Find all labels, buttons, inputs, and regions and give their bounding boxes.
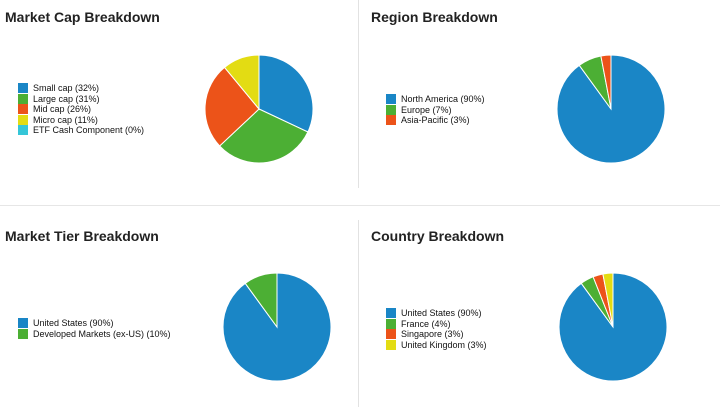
legend-swatch: [386, 104, 396, 115]
legend-swatch: [18, 83, 28, 94]
legend: United States (90%) Developed Markets (ex…: [18, 318, 171, 339]
pie-slice-asia-pacific: [600, 54, 612, 110]
legend-item-united-kingdom: United Kingdom (3%): [386, 340, 487, 351]
legend-item-north-america: North America (90%): [386, 94, 485, 105]
legend-label: Small cap (32%): [33, 83, 100, 93]
legend-item-france: France (4%): [386, 319, 487, 330]
legend-item-united-states: United States (90%): [18, 318, 171, 329]
legend: United States (90%) France (4%) Singapore …: [386, 308, 487, 350]
pie-slice-small-cap: [258, 54, 314, 133]
market-tier-panel: Market Tier Breakdown United States (90%…: [5, 228, 350, 403]
legend-swatch: [18, 93, 28, 104]
panel-title: Market Cap Breakdown: [5, 9, 160, 25]
panel-title: Country Breakdown: [371, 228, 505, 244]
legend-swatch: [386, 94, 396, 105]
legend-label: Mid cap (26%): [33, 104, 92, 114]
legend-label: United Kingdom (3%): [401, 339, 487, 350]
horizontal-divider: [0, 205, 720, 206]
legend-item-large-cap: Large cap (31%): [18, 94, 144, 105]
legend-label: Micro cap (11%): [33, 114, 98, 125]
legend-label: United States (90%): [33, 318, 114, 328]
legend-label: Asia-Pacific (3%): [401, 115, 470, 125]
pie-slice-united-kingdom: [602, 272, 614, 328]
legend-swatch: [18, 104, 28, 115]
legend-swatch: [18, 125, 28, 136]
legend-item-micro-cap: Micro cap (11%): [18, 115, 144, 126]
pie-chart: [558, 272, 668, 382]
legend-label: Large cap (31%): [33, 93, 100, 104]
legend-item-singapore: Singapore (3%): [386, 329, 487, 340]
legend-item-united-states: United States (90%): [386, 308, 487, 319]
pie-slice-large-cap: [218, 108, 309, 164]
vertical-divider-bottom: [358, 220, 359, 407]
legend-swatch: [386, 318, 396, 329]
legend-swatch: [18, 114, 28, 125]
pie-slice-micro-cap: [223, 54, 260, 111]
legend-item-developed-markets: Developed Markets (ex-US) (10%): [18, 329, 171, 340]
pie-chart: [222, 272, 332, 382]
legend-swatch: [18, 328, 28, 339]
legend-swatch: [386, 329, 396, 340]
legend-item-asia-pacific: Asia-Pacific (3%): [386, 115, 485, 126]
legend-label: United States (90%): [401, 308, 482, 318]
legend: North America (90%) Europe (7%) Asia-Pacif…: [386, 94, 485, 126]
legend-label: North America (90%): [401, 94, 485, 104]
region-panel: Region Breakdown North America (90%) Euro…: [371, 9, 716, 199]
legend-swatch: [386, 339, 396, 350]
legend-label: France (4%): [401, 318, 451, 329]
pie-chart: [556, 54, 666, 164]
legend: Small cap (32%) Large cap (31%) Mid cap (2…: [18, 83, 144, 136]
vertical-divider-top: [358, 0, 359, 188]
pie-slice-developed-markets: [244, 272, 278, 329]
legend-item-europe: Europe (7%): [386, 105, 485, 116]
pie-slice-mid-cap: [204, 66, 260, 147]
legend-label: Europe (7%): [401, 104, 452, 115]
pie-chart: [204, 54, 314, 164]
legend-item-etf-cash-component: ETF Cash Component (0%): [18, 125, 144, 136]
country-panel: Country Breakdown United States (90%) Fra…: [371, 228, 716, 403]
legend-swatch: [386, 308, 396, 319]
legend-label: Singapore (3%): [401, 329, 464, 339]
legend-item-small-cap: Small cap (32%): [18, 83, 144, 94]
market-cap-panel: Market Cap Breakdown Small cap (32%) Larg…: [5, 9, 350, 199]
legend-label: ETF Cash Component (0%): [33, 125, 145, 135]
legend-swatch: [18, 318, 28, 329]
legend-label: Developed Markets (ex-US) (10%): [33, 328, 171, 339]
panel-title: Region Breakdown: [371, 9, 498, 25]
legend-swatch: [386, 115, 396, 126]
legend-item-mid-cap: Mid cap (26%): [18, 104, 144, 115]
panel-title: Market Tier Breakdown: [5, 228, 159, 244]
